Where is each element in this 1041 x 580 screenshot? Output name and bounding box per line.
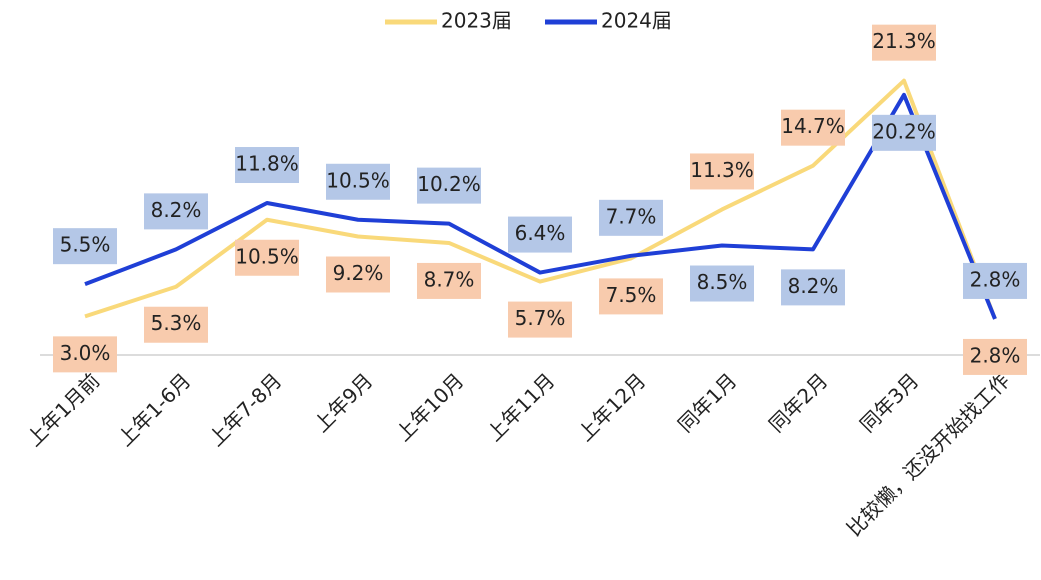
data-label-text: 8.2% — [788, 274, 839, 298]
data-label: 5.7% — [508, 301, 572, 338]
data-label-text: 8.5% — [697, 270, 748, 294]
data-label-text: 11.8% — [235, 152, 299, 176]
data-label-text: 10.2% — [417, 172, 481, 196]
data-label: 10.5% — [235, 239, 299, 276]
data-label-box — [417, 262, 481, 299]
data-label-text: 14.7% — [781, 114, 845, 138]
legend-label: 2023届 — [441, 9, 512, 33]
data-label-box — [326, 256, 390, 293]
data-label-box — [690, 153, 754, 190]
data-label-box — [872, 24, 936, 61]
data-label-text: 2.8% — [970, 343, 1021, 367]
data-label-text: 21.3% — [872, 29, 936, 53]
legend-label: 2024届 — [601, 9, 672, 33]
data-label-text: 10.5% — [326, 168, 390, 192]
data-label-box — [781, 269, 845, 306]
data-label: 8.2% — [144, 193, 208, 230]
x-tick-label: 上年7-8月 — [204, 368, 286, 450]
data-label: 3.0% — [53, 336, 117, 373]
x-tick-label: 上年1-6月 — [113, 368, 195, 450]
data-label-text: 5.3% — [151, 311, 202, 335]
data-label-text: 5.7% — [515, 306, 566, 330]
series-line — [84, 92, 997, 320]
data-label-box — [53, 228, 117, 265]
data-label-box — [144, 193, 208, 230]
data-label: 10.5% — [326, 163, 390, 200]
data-label: 2.8% — [963, 262, 1027, 299]
data-label-text: 2.8% — [970, 267, 1021, 291]
x-tick-label: 比较懒，还没开始找工作 — [842, 368, 1015, 541]
data-label: 9.2% — [326, 256, 390, 293]
data-label-text: 8.7% — [424, 267, 475, 291]
data-label-box — [235, 239, 299, 276]
data-label-box — [872, 114, 936, 151]
data-label-box — [326, 163, 390, 200]
data-label-text: 10.5% — [235, 244, 299, 268]
data-label-box — [963, 338, 1027, 375]
data-label-text: 3.0% — [60, 341, 111, 365]
x-tick-label: 上年10月 — [391, 368, 468, 445]
data-label: 11.8% — [235, 147, 299, 184]
data-label: 11.3% — [690, 153, 754, 190]
data-label-box — [508, 216, 572, 253]
data-label-text: 6.4% — [515, 221, 566, 245]
data-label-text: 5.5% — [60, 233, 111, 257]
data-label: 8.5% — [690, 265, 754, 302]
data-label-box — [963, 262, 1027, 299]
x-tick-label: 上年1月前 — [22, 368, 105, 451]
data-label: 8.7% — [417, 262, 481, 299]
x-tick-label: 同年1月 — [673, 368, 741, 436]
data-label: 8.2% — [781, 269, 845, 306]
data-label: 5.5% — [53, 228, 117, 265]
x-tick-label: 同年3月 — [855, 368, 923, 436]
data-label-box — [690, 265, 754, 302]
data-label-text: 8.2% — [151, 198, 202, 222]
x-tick-label: 上年11月 — [482, 368, 559, 445]
data-label: 5.3% — [144, 306, 208, 343]
data-label-text: 11.3% — [690, 158, 754, 182]
data-label: 2.8% — [963, 338, 1027, 375]
data-label-box — [599, 199, 663, 236]
data-label-box — [599, 278, 663, 315]
series-line — [84, 78, 997, 320]
data-label: 20.2% — [872, 114, 936, 151]
data-label-text: 7.5% — [606, 283, 657, 307]
data-label: 21.3% — [872, 24, 936, 61]
data-label: 14.7% — [781, 109, 845, 146]
data-label-box — [417, 167, 481, 204]
data-label: 7.5% — [599, 278, 663, 315]
x-tick-label: 上年12月 — [573, 368, 650, 445]
data-label-box — [508, 301, 572, 338]
x-tick-label: 同年2月 — [764, 368, 832, 436]
data-label: 6.4% — [508, 216, 572, 253]
data-label-box — [144, 306, 208, 343]
data-label-text: 7.7% — [606, 204, 657, 228]
data-label-text: 20.2% — [872, 119, 936, 143]
x-tick-label: 上年9月 — [309, 368, 377, 436]
data-label-box — [781, 109, 845, 146]
data-label: 7.7% — [599, 199, 663, 236]
data-label-box — [53, 336, 117, 373]
data-label-text: 9.2% — [333, 261, 384, 285]
data-label: 10.2% — [417, 167, 481, 204]
data-label-box — [235, 147, 299, 184]
